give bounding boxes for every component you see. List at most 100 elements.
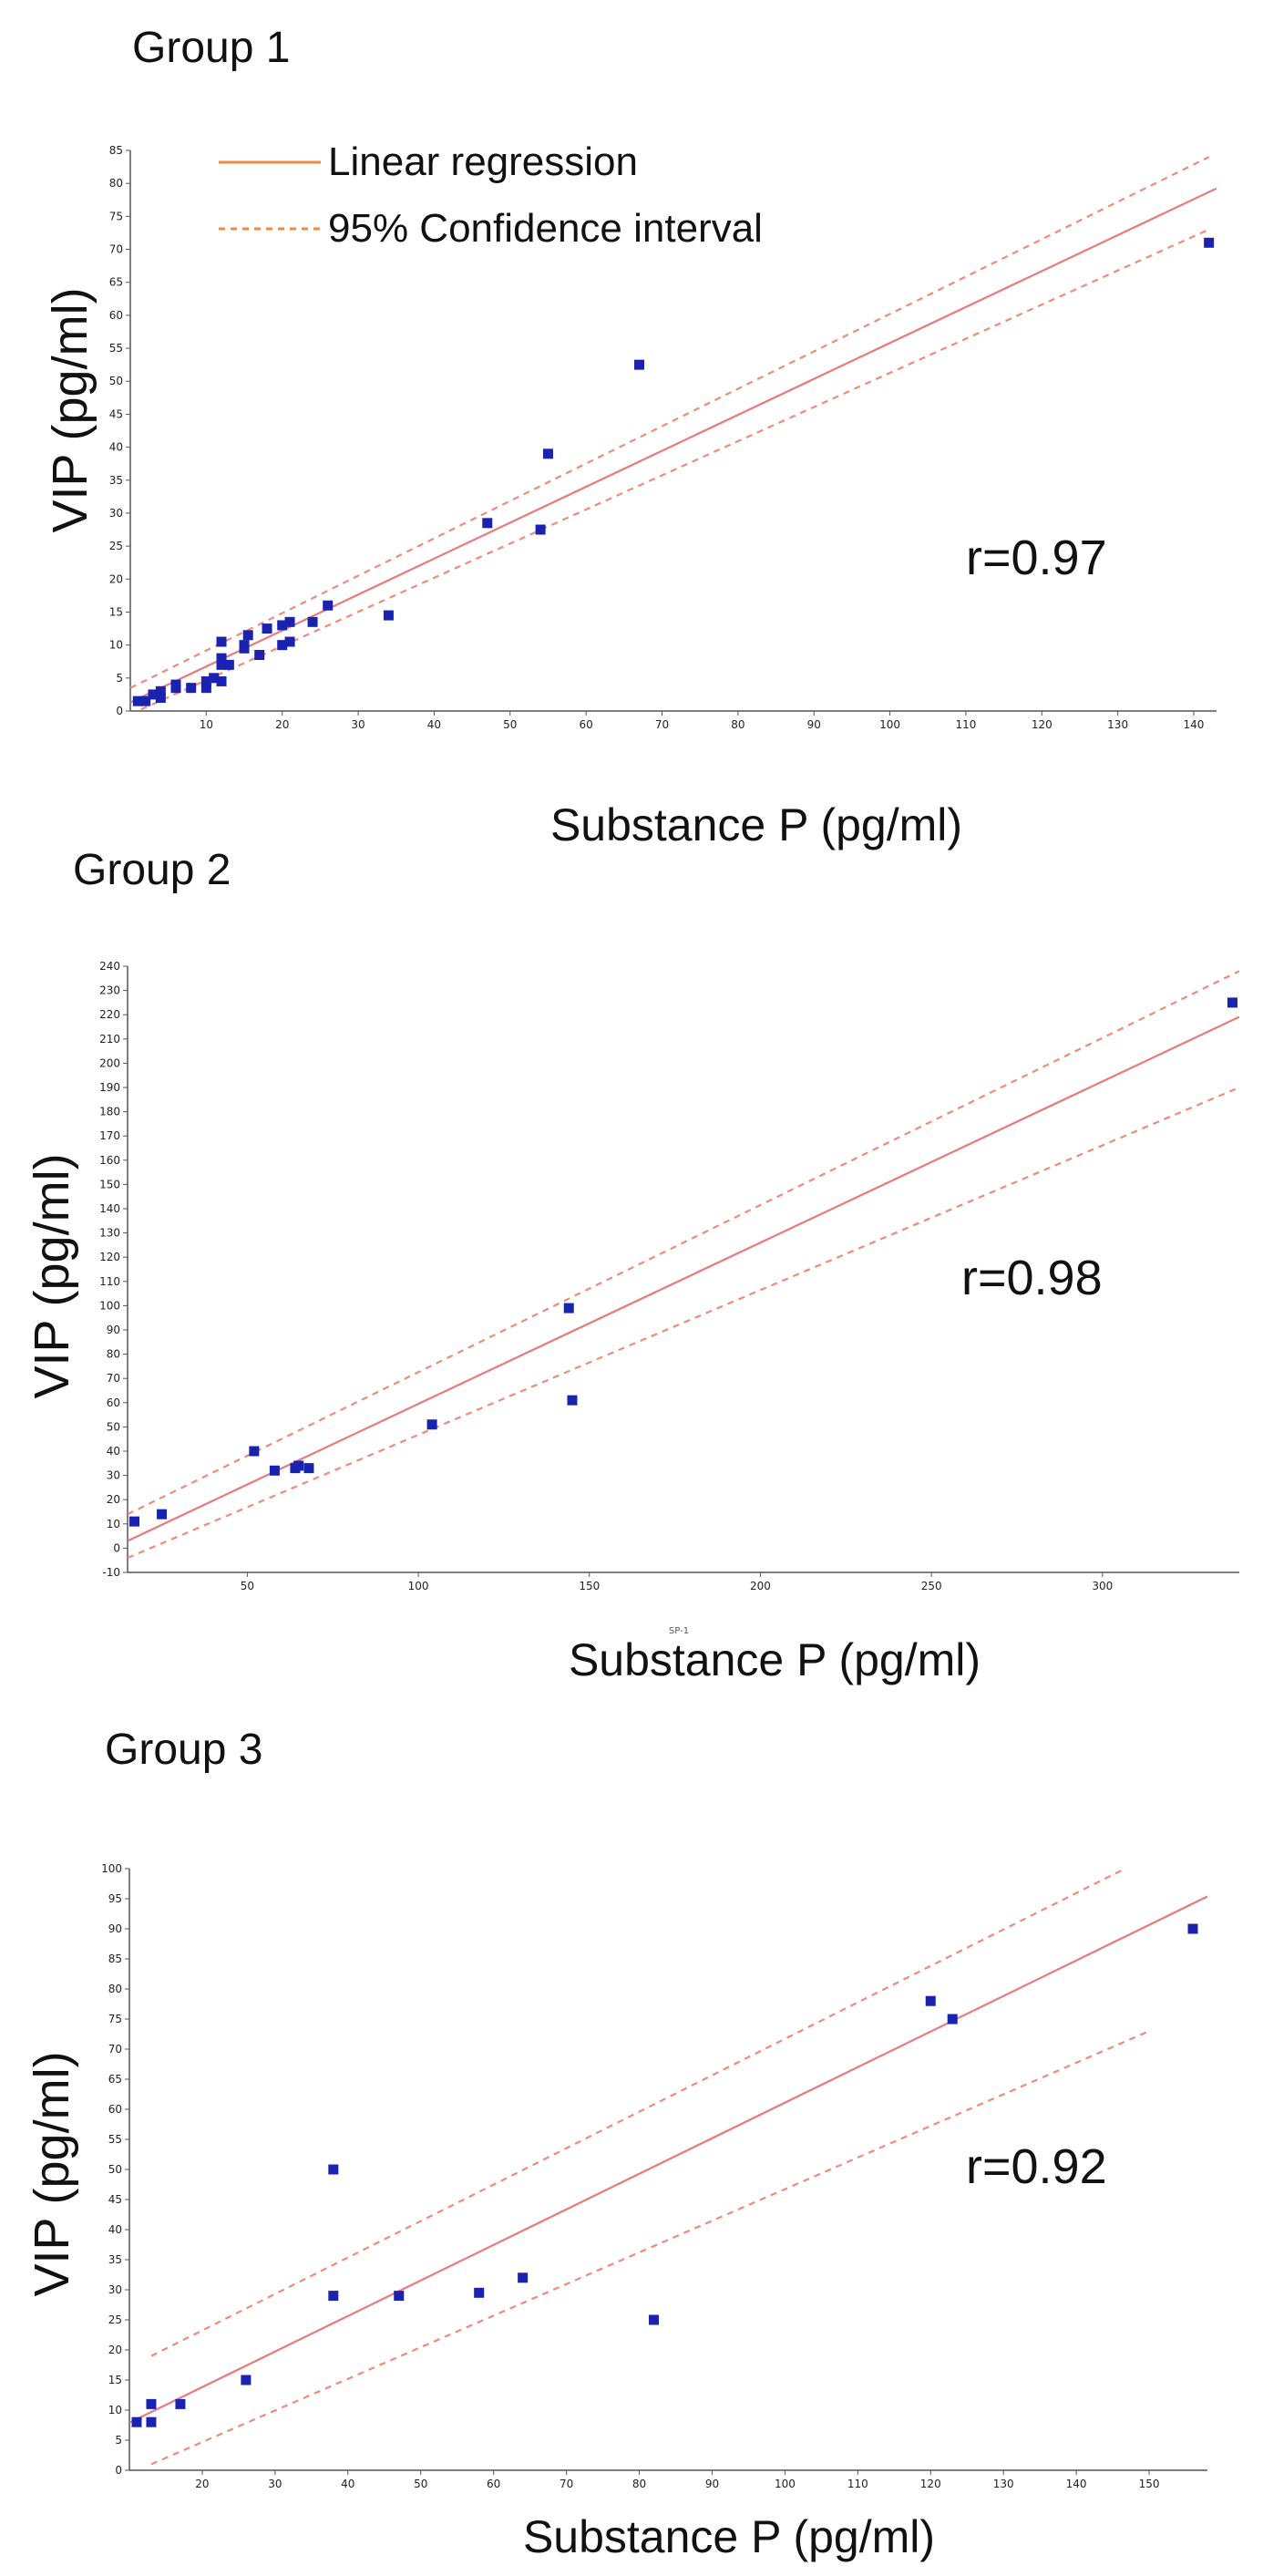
y-tick-label: 50: [107, 1420, 120, 1433]
y-tick-label: 5: [115, 2434, 122, 2447]
plot-area: 0 5 10 15 20 25 30 35 40 45 50 55 60 65 70 75 80 85 90 95 10…: [101, 1862, 1207, 2490]
data-point: [277, 640, 288, 651]
x-tick-label: 130: [993, 2478, 1014, 2490]
y-tick-label: 85: [109, 144, 123, 157]
data-point: [567, 1395, 578, 1406]
x-tick-label: 70: [560, 2478, 573, 2490]
y-tick-label: 70: [108, 2043, 122, 2056]
y-tick-label: 90: [108, 1922, 122, 1935]
y-tick-label: 85: [108, 1953, 122, 1965]
y-tick-label: 75: [108, 2013, 122, 2025]
data-point: [186, 683, 197, 694]
y-tick-label: 230: [99, 984, 120, 997]
data-point: [328, 2164, 339, 2175]
y-tick-label: 60: [109, 309, 123, 322]
data-point: [633, 359, 644, 370]
x-tick-label: 100: [879, 718, 900, 731]
x-tick-label: 50: [241, 1580, 254, 1592]
plot-area: 0 5 10 15 20 25 30 35 40 45 50 55 60 65 70 75 80 85 10 20 30…: [109, 144, 1217, 731]
panel-title: Group 3: [105, 1726, 262, 1774]
chart-group-3: Group 3 VIP (pg/ml) Substance P (pg/ml) …: [25, 1726, 1207, 2562]
x-tick-label: 40: [427, 718, 441, 731]
x-tick-label: 150: [579, 1580, 600, 1592]
y-tick-label: 130: [99, 1227, 120, 1240]
data-point: [284, 616, 295, 627]
y-tick-label: 240: [99, 960, 120, 973]
y-tick-label: 0: [113, 1541, 120, 1554]
x-tick-label: 40: [341, 2478, 354, 2490]
data-point: [284, 636, 295, 647]
x-tick-label: 80: [731, 718, 744, 731]
x-tick-label: 110: [847, 2478, 868, 2490]
data-point: [200, 683, 211, 694]
y-tick-label: 30: [107, 1469, 120, 1482]
data-point: [146, 2398, 157, 2409]
y-tick-label: 10: [107, 1518, 120, 1530]
chart-group-2: Group 2 VIP (pg/ml) Substance P (pg/ml) …: [25, 846, 1239, 1685]
y-tick-label: 55: [108, 2133, 122, 2146]
correlation-annotation: r=0.97: [966, 531, 1107, 585]
y-tick-label: 140: [99, 1202, 120, 1215]
data-point: [249, 1446, 260, 1457]
x-tick-label: 20: [275, 718, 289, 731]
x-tick-label: 90: [807, 718, 821, 731]
ci-upper-line: [150, 1869, 1128, 2357]
y-tick-label: 95: [108, 1892, 122, 1905]
data-point: [535, 524, 546, 535]
y-tick-label: 60: [108, 2103, 122, 2116]
y-tick-label: 65: [109, 276, 123, 289]
legend-regression-label: Linear regression: [328, 139, 638, 184]
x-tick-label: 120: [920, 2478, 941, 2490]
y-tick-label: 30: [109, 507, 123, 520]
legend-ci-label: 95% Confidence interval: [328, 206, 763, 251]
y-tick-label: 15: [109, 605, 123, 618]
data-point: [132, 696, 143, 706]
y-tick-label: 180: [99, 1106, 120, 1118]
x-tick-label: 30: [268, 2478, 282, 2490]
y-tick-label: 190: [99, 1081, 120, 1094]
y-tick-label: 70: [107, 1372, 120, 1385]
ci-upper-line: [128, 970, 1239, 1516]
data-point: [254, 650, 265, 660]
y-tick-label: 20: [109, 572, 123, 585]
data-point: [216, 653, 227, 664]
y-tick-label: 0: [115, 2464, 122, 2477]
plot-area: -10 0 10 20 30 40 50 60 70 80 90 100 110 120 130 140 150…: [99, 960, 1239, 1592]
data-point: [148, 689, 159, 700]
data-point: [1227, 997, 1237, 1008]
data-point: [542, 448, 553, 459]
y-tick-label: 40: [108, 2223, 122, 2236]
y-tick-label: 35: [109, 474, 123, 487]
data-point: [241, 2375, 252, 2385]
data-point: [394, 2291, 405, 2302]
x-axis-label: Substance P (pg/ml): [569, 1634, 981, 1685]
chart-group-1: Group 1 VIP (pg/ml) Substance P (pg/ml) …: [43, 24, 1217, 850]
y-tick-label: 25: [108, 2313, 122, 2326]
panel-title: Group 1: [132, 24, 290, 72]
y-tick-label: 160: [99, 1154, 120, 1167]
correlation-annotation: r=0.92: [966, 2139, 1107, 2194]
x-axis-label: Substance P (pg/ml): [523, 2511, 935, 2562]
x-axis-caption: SP-1: [669, 1626, 689, 1636]
x-tick-label: 60: [579, 718, 592, 731]
x-tick-label: 130: [1107, 718, 1128, 731]
data-point: [303, 1463, 314, 1474]
y-axis-label: VIP (pg/ml): [25, 1153, 79, 1398]
data-point: [426, 1419, 437, 1430]
data-point: [239, 640, 250, 651]
y-tick-label: 10: [109, 639, 123, 652]
data-point: [277, 620, 288, 631]
y-tick-label: 20: [108, 2344, 122, 2356]
data-point: [216, 675, 227, 686]
data-point: [131, 2416, 142, 2427]
data-point: [925, 1995, 936, 2006]
data-point: [383, 610, 394, 621]
y-tick-label: 25: [109, 540, 123, 552]
x-tick-label: 30: [351, 718, 365, 731]
y-tick-label: 40: [107, 1445, 120, 1458]
x-tick-label: 250: [921, 1580, 942, 1592]
y-tick-label: 150: [99, 1178, 120, 1190]
data-point: [146, 2416, 157, 2427]
y-tick-label: 40: [109, 441, 123, 454]
